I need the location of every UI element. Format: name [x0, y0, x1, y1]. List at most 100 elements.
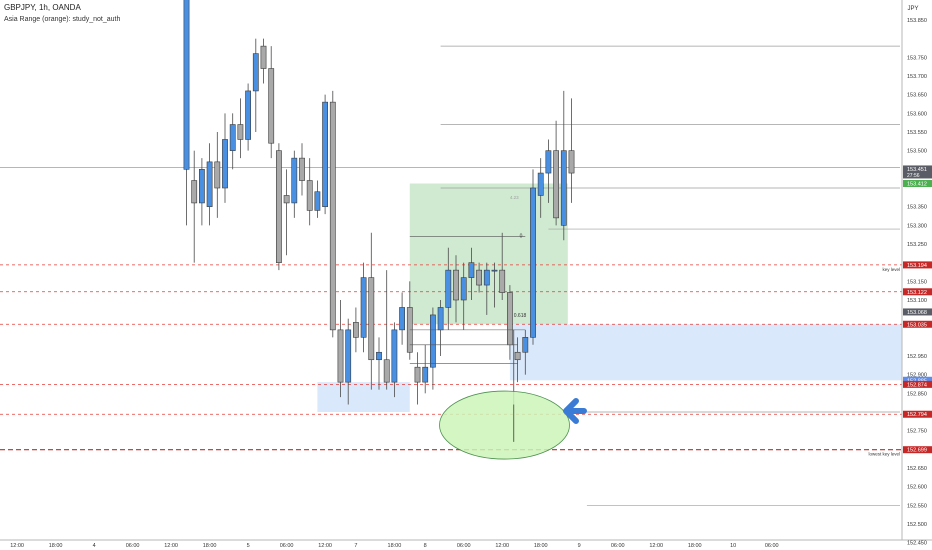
candle-body[interactable] — [553, 150, 559, 219]
loss-zone — [509, 324, 902, 381]
price-tag — [903, 308, 932, 316]
price-tag — [903, 446, 932, 454]
candle-body[interactable] — [368, 277, 375, 361]
candle-body[interactable] — [329, 101, 336, 331]
candle-body[interactable] — [468, 262, 475, 278]
profit-zone — [409, 183, 568, 325]
indicator-legend: Asia Range (orange): study_not_auth — [4, 16, 120, 23]
y-tick-label: 153.250 — [907, 242, 927, 248]
candle-body[interactable] — [260, 45, 267, 69]
x-tick-label: 12:00 — [164, 543, 178, 549]
candle-body[interactable] — [222, 139, 228, 189]
x-tick-label: 12:00 — [649, 543, 663, 549]
candle-body[interactable] — [383, 359, 390, 383]
candle-body[interactable] — [360, 277, 367, 338]
price-tag-label: 153.122 — [907, 290, 927, 296]
price-tag-label: 152.699 — [907, 448, 927, 454]
price-tag-label: 153.194 — [907, 263, 927, 269]
countdown-label: 27:56 — [907, 173, 920, 179]
candle-body[interactable] — [345, 329, 352, 383]
candle-body[interactable] — [437, 307, 444, 331]
axis-currency: JPY — [907, 6, 918, 12]
x-tick-label: 5 — [247, 543, 250, 549]
y-tick-label: 153.150 — [907, 279, 927, 285]
y-tick-label: 153.300 — [907, 223, 927, 229]
candle-body[interactable] — [337, 329, 344, 383]
candle-body[interactable] — [414, 366, 421, 383]
candle-body[interactable] — [483, 269, 490, 286]
y-tick-label: 152.850 — [907, 391, 927, 397]
candle-body[interactable] — [275, 150, 282, 263]
x-tick-label: 06:00 — [457, 543, 471, 549]
y-tick-label: 152.750 — [907, 429, 927, 435]
candle-body[interactable] — [453, 269, 459, 301]
candle-body[interactable] — [537, 172, 544, 196]
candle-body[interactable] — [191, 180, 198, 204]
candle-body[interactable] — [422, 366, 429, 383]
candle-body[interactable] — [314, 191, 321, 211]
candle-body[interactable] — [214, 161, 221, 189]
candle-body[interactable] — [252, 53, 259, 92]
price-tag — [903, 288, 932, 296]
candle-body[interactable] — [499, 269, 506, 293]
candle-body[interactable] — [283, 195, 290, 204]
fib-zero-label: 0 — [520, 234, 523, 240]
candle-body[interactable] — [237, 124, 244, 140]
y-tick-label: 153.500 — [907, 149, 927, 155]
candle-body[interactable] — [268, 68, 275, 144]
candle-body[interactable] — [491, 269, 498, 272]
x-tick-label: 12:00 — [10, 543, 24, 549]
candle-body[interactable] — [514, 351, 521, 361]
candle-body[interactable] — [299, 157, 305, 181]
y-tick-label: 152.900 — [907, 373, 927, 379]
x-tick-label: 7 — [354, 543, 357, 549]
y-tick-label: 153.100 — [907, 298, 927, 304]
candle-body[interactable] — [445, 269, 452, 308]
candle-body[interactable] — [306, 180, 313, 211]
price-tag — [903, 376, 932, 384]
candle-body[interactable] — [399, 307, 405, 331]
level-note: lowest key level — [868, 452, 900, 457]
candle-body[interactable] — [530, 187, 536, 338]
y-tick-label: 152.650 — [907, 466, 927, 472]
y-tick-label: 152.500 — [907, 522, 927, 528]
x-tick-label: 8 — [424, 543, 427, 549]
price-tag — [903, 261, 932, 269]
candle-body[interactable] — [506, 292, 513, 346]
candle-body[interactable] — [183, 0, 190, 170]
x-tick-label: 10 — [730, 543, 736, 549]
candle-body[interactable] — [376, 351, 382, 361]
candle-body[interactable] — [476, 269, 482, 286]
candle-body[interactable] — [545, 150, 552, 174]
candle-body[interactable] — [206, 161, 213, 207]
candle-body[interactable] — [352, 322, 359, 338]
price-tag-label: 152.874 — [907, 382, 927, 388]
candle-body[interactable] — [560, 150, 567, 226]
y-tick-label: 153.600 — [907, 111, 927, 117]
candle-body[interactable] — [460, 277, 467, 301]
x-tick-label: 18:00 — [534, 543, 548, 549]
price-tag — [903, 320, 932, 328]
fib-top-label: 4.23 — [510, 195, 519, 200]
target-ellipse — [439, 390, 570, 460]
candle-body[interactable] — [568, 150, 575, 174]
fib-618-label: 0.618 — [514, 313, 527, 319]
candle-body[interactable] — [322, 101, 328, 207]
arrow-icon — [563, 398, 587, 424]
candle-body[interactable] — [199, 169, 205, 204]
candle-body[interactable] — [245, 90, 251, 140]
price-tag-label: 153.412 — [907, 182, 927, 188]
candle-body[interactable] — [229, 124, 236, 151]
y-tick-label: 152.550 — [907, 503, 927, 509]
y-tick-label: 152.950 — [907, 354, 927, 360]
price-tag-label: 152.794 — [907, 412, 927, 418]
candle-body[interactable] — [391, 329, 398, 383]
x-tick-label: 18:00 — [388, 543, 402, 549]
price-tag — [903, 410, 932, 418]
candle-body[interactable] — [522, 337, 529, 353]
candle-body[interactable] — [291, 157, 298, 204]
price-tag — [903, 380, 932, 388]
candle-body[interactable] — [429, 314, 436, 368]
